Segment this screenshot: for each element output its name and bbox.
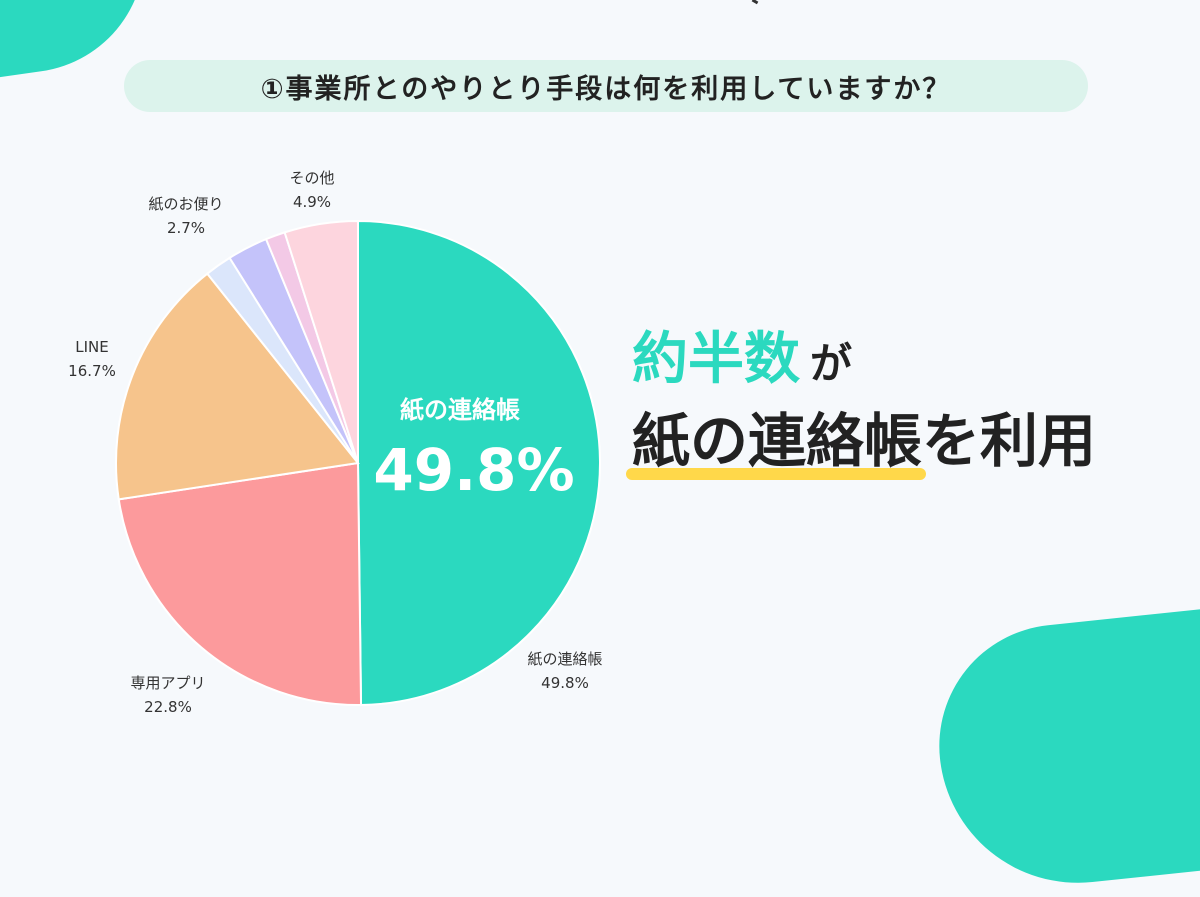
- question-banner: ①事業所とのやりとり手段は何を利用していますか？: [124, 60, 1088, 112]
- slice-label: 紙のお便り: [148, 195, 223, 213]
- pie-slice-0: [357, 219, 601, 706]
- slice-value-label: 4.9%: [293, 193, 331, 211]
- slice-label: その他: [289, 169, 334, 187]
- slice-label: LINE: [75, 338, 108, 356]
- pie-chart: 紙の連絡帳 49.8% 専用アプリ 22.8% LINE 16.7% 紙のお便り 2.7% その…: [68, 169, 602, 716]
- slice-label: 専用アプリ: [130, 674, 205, 692]
- headline-tail: を利用: [922, 407, 1097, 475]
- slice-value-label: 22.8%: [144, 698, 192, 716]
- pie-slice-1: [117, 461, 363, 706]
- slice-label: 紙の連絡帳: [527, 650, 602, 668]
- pie-slice-2: [115, 272, 360, 501]
- headline-emphasis-wrap: 紙の連絡帳: [626, 412, 927, 480]
- headline-line-2: 紙の連絡帳 を利用: [626, 412, 1096, 480]
- slice-value-label: 2.7%: [167, 219, 205, 237]
- slice-value-label: 49.8%: [541, 674, 589, 692]
- headline-line-1: 約半数 が: [632, 332, 1096, 388]
- headline-emphasis: 紙の連絡帳: [632, 407, 923, 475]
- slice-value-label: 16.7%: [68, 362, 116, 380]
- callout-value: 49.8%: [373, 436, 574, 504]
- headline-accent: 約半数: [632, 327, 800, 392]
- headline: 約半数 が 紙の連絡帳 を利用: [626, 332, 1096, 480]
- pie-slice-6: [283, 219, 359, 464]
- headline-particle: が: [810, 339, 853, 388]
- question-text: ①事業所とのやりとり手段は何を利用していますか？: [260, 73, 952, 105]
- callout-label: 紙の連絡帳: [400, 396, 520, 424]
